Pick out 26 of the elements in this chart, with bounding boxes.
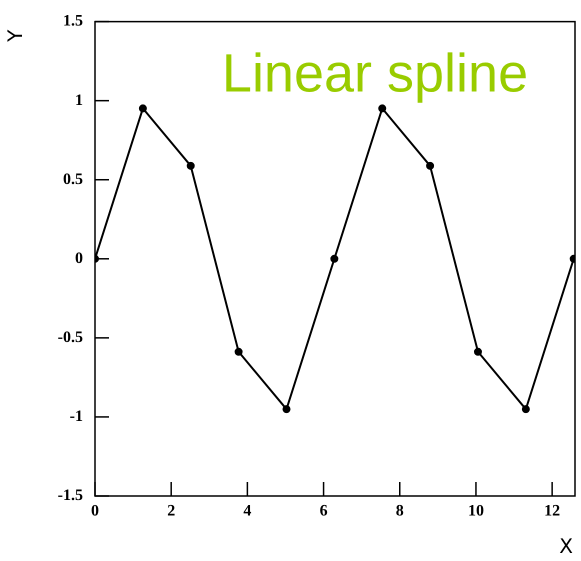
x-tick-label: 10	[468, 502, 484, 520]
y-axis-title: Y	[3, 28, 28, 43]
y-tick-label: 1	[75, 92, 83, 109]
point	[474, 348, 482, 356]
point	[378, 104, 386, 112]
x-tick-label: 2	[167, 502, 176, 520]
x-tick-label: 12	[544, 502, 560, 520]
x-tick-label: 6	[320, 502, 328, 520]
point	[282, 405, 291, 414]
chart-title: Linear spline	[222, 43, 528, 104]
point	[522, 405, 530, 414]
point	[138, 104, 147, 112]
x-tick-label: 8	[396, 502, 404, 520]
y-tick-label: 0	[75, 250, 83, 267]
x-axis-title: X	[559, 534, 574, 558]
y-tick-label: 1.5	[63, 12, 83, 30]
x-tick-label: 4	[243, 502, 252, 520]
point	[426, 162, 434, 170]
point	[330, 254, 338, 263]
y-tick-label: -1.5	[58, 487, 83, 504]
point	[234, 348, 243, 356]
y-tick-label: -0.5	[58, 329, 83, 346]
y-tick-label: -1	[70, 408, 83, 426]
y-tick-label: 0.5	[63, 170, 83, 188]
x-tick-label: 0	[91, 502, 99, 520]
point	[186, 162, 195, 170]
